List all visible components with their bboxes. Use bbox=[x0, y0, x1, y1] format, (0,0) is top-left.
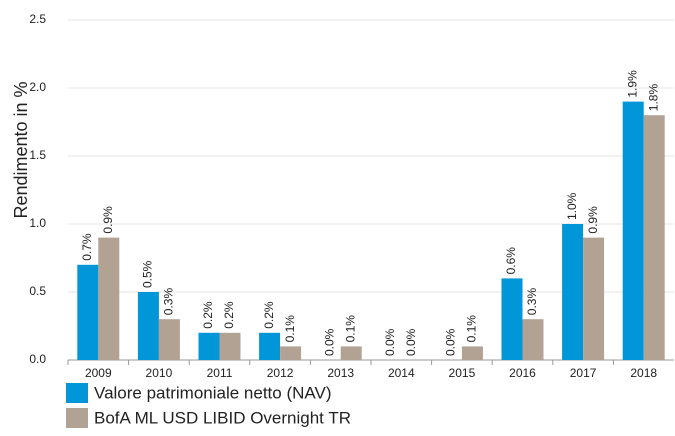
x-tick-label: 2013 bbox=[327, 366, 354, 380]
bar bbox=[259, 332, 281, 360]
value-label: 0.1% bbox=[283, 315, 297, 343]
bar bbox=[583, 237, 605, 360]
y-tick-label: 1.5 bbox=[29, 148, 46, 162]
bar bbox=[562, 224, 584, 360]
value-label: 0.7% bbox=[80, 233, 94, 261]
y-tick-label: 0.5 bbox=[29, 284, 46, 298]
bar bbox=[219, 332, 241, 360]
value-label: 0.0% bbox=[404, 328, 418, 356]
x-tick-label: 2016 bbox=[509, 366, 536, 380]
value-label: 0.0% bbox=[322, 328, 336, 356]
value-label: 0.3% bbox=[162, 288, 176, 316]
bar bbox=[522, 319, 544, 360]
x-tick-label: 2018 bbox=[630, 366, 657, 380]
value-label: 0.2% bbox=[262, 301, 276, 329]
value-label: 0.2% bbox=[201, 301, 215, 329]
bar bbox=[461, 346, 483, 360]
bar bbox=[198, 332, 220, 360]
legend-swatch bbox=[66, 408, 88, 428]
bar bbox=[501, 278, 523, 360]
value-label: 0.1% bbox=[465, 315, 479, 343]
value-label: 0.2% bbox=[222, 301, 236, 329]
x-tick-label: 2009 bbox=[85, 366, 112, 380]
y-tick-label: 2.5 bbox=[29, 12, 46, 26]
value-label: 0.0% bbox=[444, 328, 458, 356]
bar bbox=[622, 101, 644, 360]
value-label: 0.6% bbox=[504, 247, 518, 275]
value-label: 0.3% bbox=[525, 288, 539, 316]
bar bbox=[340, 346, 362, 360]
x-tick-label: 2010 bbox=[146, 366, 173, 380]
y-tick-label: 2.0 bbox=[29, 80, 46, 94]
bar bbox=[158, 319, 180, 360]
y-axis-title: Rendimento in % bbox=[11, 81, 31, 218]
bar bbox=[77, 264, 99, 360]
x-tick-label: 2011 bbox=[207, 366, 233, 380]
legend-swatch bbox=[66, 383, 88, 403]
value-label: 1.9% bbox=[625, 70, 639, 98]
legend-label: Valore patrimoniale netto (NAV) bbox=[94, 383, 331, 402]
value-label: 0.5% bbox=[141, 260, 155, 288]
x-tick-label: 2012 bbox=[267, 366, 294, 380]
value-label: 1.8% bbox=[646, 84, 660, 112]
bar bbox=[280, 346, 302, 360]
value-label: 0.9% bbox=[586, 206, 600, 234]
bar bbox=[137, 292, 159, 360]
legend-label: BofA ML USD LIBID Overnight TR bbox=[94, 408, 351, 427]
bar bbox=[98, 237, 120, 360]
y-tick-label: 1.0 bbox=[29, 216, 46, 230]
x-tick-label: 2014 bbox=[388, 366, 415, 380]
x-tick-label: 2015 bbox=[449, 366, 476, 380]
value-label: 0.0% bbox=[383, 328, 397, 356]
bar bbox=[643, 115, 665, 360]
y-tick-label: 0.0 bbox=[29, 352, 46, 366]
value-label: 0.9% bbox=[101, 206, 115, 234]
value-label: 1.0% bbox=[565, 192, 579, 220]
x-tick-label: 2017 bbox=[570, 366, 597, 380]
value-label: 0.1% bbox=[343, 315, 357, 343]
